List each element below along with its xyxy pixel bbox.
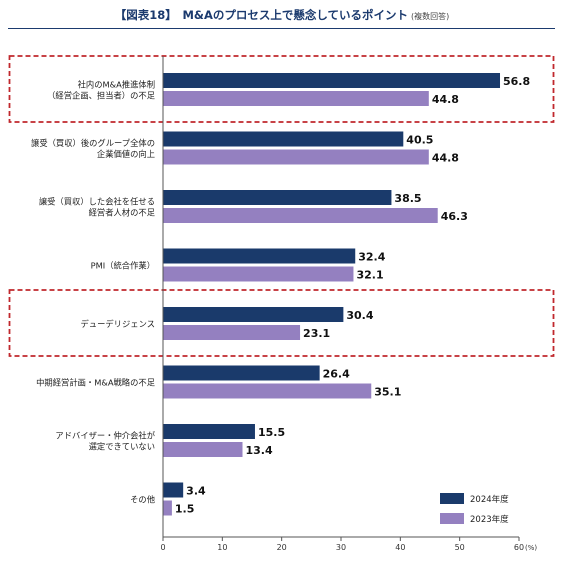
legend-swatch-s2024 [440, 493, 464, 504]
bar-s2023-4 [163, 325, 301, 340]
category-label-2-0: 譲受（買収）した会社を任せる [39, 197, 155, 207]
bar-s2024-5 [163, 365, 320, 381]
data-label-s2024-2: 38.5 [394, 192, 421, 205]
bar-s2023-1 [163, 149, 429, 165]
legend-label-s2024: 2024年度 [470, 494, 509, 505]
data-label-s2024-1: 40.5 [406, 134, 433, 147]
chart-title: 【図表18】 M&Aのプロセス上で懸念しているポイント (複数回答) [0, 7, 564, 23]
data-label-s2024-5: 26.4 [323, 368, 350, 381]
category-label-6-0: アドバイザー・仲介会社が [55, 431, 155, 441]
x-tick-label-2: 20 [277, 543, 287, 552]
bar-s2023-6 [163, 442, 243, 457]
data-label-s2024-7: 3.4 [186, 485, 206, 498]
data-label-s2024-3: 32.4 [358, 251, 385, 264]
category-label-7-0: その他 [130, 495, 155, 505]
data-label-s2023-5: 35.1 [374, 386, 401, 399]
title-rule [8, 28, 555, 29]
bar-s2024-7 [163, 482, 184, 498]
bar-s2024-3 [163, 248, 356, 264]
data-label-s2023-6: 13.4 [246, 444, 273, 457]
highlight-box-1 [8, 289, 555, 357]
bar-s2024-4 [163, 307, 344, 322]
category-label-3-0: PMI（統合作業） [91, 261, 155, 271]
x-tick-label-0: 0 [160, 543, 165, 552]
chart-title-text: 【図表18】 M&Aのプロセス上で懸念しているポイント [114, 8, 409, 22]
data-label-s2023-4: 23.1 [303, 327, 330, 340]
bar-s2024-6 [163, 424, 255, 439]
x-tick-label-1: 10 [217, 543, 227, 552]
bar-s2023-0 [163, 91, 429, 106]
category-label-0-0: 社内のM&A推進体制 [78, 80, 155, 90]
x-tick-label-4: 40 [395, 543, 405, 552]
x-tick-label-3: 30 [336, 543, 346, 552]
data-label-s2023-7: 1.5 [175, 503, 195, 516]
bar-s2023-3 [163, 266, 354, 282]
data-label-s2023-3: 32.1 [356, 269, 383, 282]
x-tick-label-5: 50 [455, 543, 465, 552]
category-label-4-0: デューデリジェンス [80, 319, 155, 329]
bar-s2024-2 [163, 190, 392, 205]
chart-subtitle: (複数回答) [411, 12, 450, 21]
data-label-s2024-4: 30.4 [346, 309, 373, 322]
legend-label-s2023: 2023年度 [470, 514, 509, 525]
category-label-6-1: 選定できていない [89, 442, 155, 452]
data-label-s2024-0: 56.8 [503, 75, 530, 88]
bar-s2023-5 [163, 383, 372, 399]
category-label-1-0: 譲受（買収）後のグループ全体の [31, 138, 155, 148]
highlight-box-0 [8, 55, 555, 123]
bar-s2024-1 [163, 131, 404, 147]
data-label-s2024-6: 15.5 [258, 426, 285, 439]
bar-s2023-2 [163, 208, 438, 223]
data-label-s2023-2: 46.3 [441, 210, 468, 223]
category-label-0-1: （経営企画、担当者）の不足 [47, 91, 155, 101]
category-label-1-1: 企業価値の向上 [97, 149, 155, 159]
legend-swatch-s2023 [440, 513, 464, 524]
data-label-s2023-0: 44.8 [432, 93, 459, 106]
category-label-2-1: 経営者人材の不足 [89, 208, 155, 218]
x-unit-label: (%) [525, 544, 537, 552]
bar-s2023-7 [163, 500, 172, 516]
bar-s2024-0 [163, 73, 501, 88]
category-label-5-0: 中期経営計画・M&A戦略の不足 [36, 378, 155, 388]
x-tick-label-6: 60 [514, 543, 524, 552]
data-label-s2023-1: 44.8 [432, 152, 459, 165]
